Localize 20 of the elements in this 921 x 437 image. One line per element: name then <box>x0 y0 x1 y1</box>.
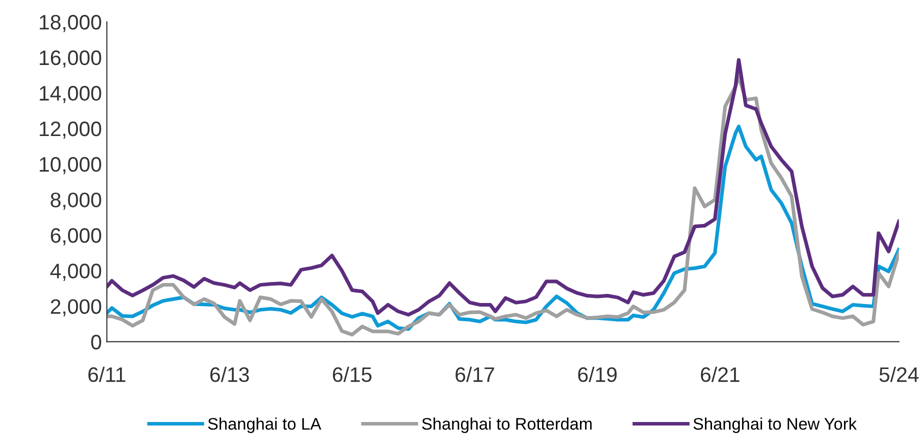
x-tick-label: 6/17 <box>456 366 494 382</box>
x-tick-label: 6/21 <box>700 366 740 382</box>
y-tick-label: 16,000 <box>40 50 102 68</box>
y-tick-label: 6,000 <box>50 228 102 246</box>
x-tick-label: 6/15 <box>332 366 372 382</box>
y-tick-label: 14,000 <box>40 86 102 104</box>
y-tick-label: 18,000 <box>40 14 102 32</box>
x-tick-label: 6/19 <box>578 366 617 382</box>
y-tick-label: 8,000 <box>50 192 102 210</box>
y-tick-label: 2,000 <box>50 299 102 316</box>
y-tick-label: 4,000 <box>50 264 102 281</box>
x-tick-label: 6/11 <box>88 366 126 382</box>
legend-label: Shanghai to LA <box>208 418 322 434</box>
y-tick-label: 10,000 <box>40 157 102 174</box>
y-tick-label: 0 <box>91 334 102 350</box>
x-tick-label: 5/24 <box>879 366 919 382</box>
legend-label: Shanghai to Rotterdam <box>422 418 592 434</box>
x-tick-label: 6/13 <box>210 366 249 382</box>
y-tick-label: 12,000 <box>40 121 102 139</box>
legend-label: Shanghai to New York <box>693 418 857 434</box>
